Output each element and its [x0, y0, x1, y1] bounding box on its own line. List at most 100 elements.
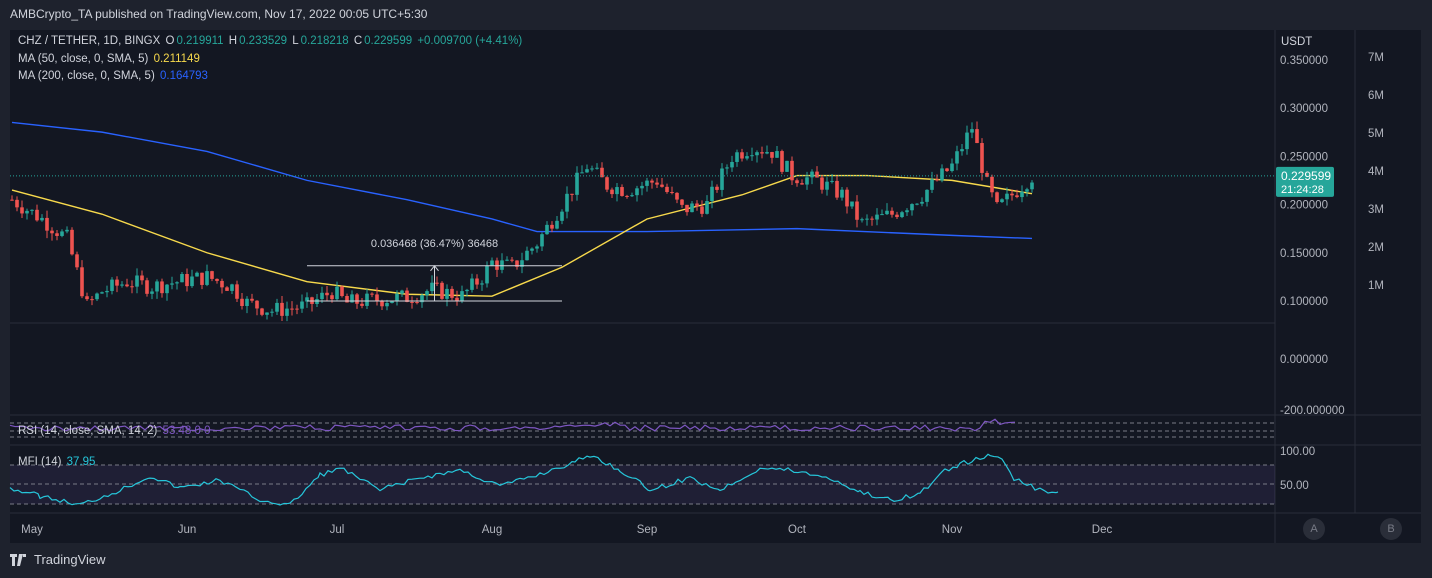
candle-body — [325, 292, 329, 296]
ma200-value: 0.164793 — [159, 70, 208, 82]
low-label: L — [292, 35, 299, 47]
candle-body — [150, 291, 154, 294]
candle-body — [550, 224, 554, 229]
measure-arrowhead — [430, 265, 439, 272]
candle-body — [805, 177, 809, 185]
candle-body — [70, 229, 74, 255]
candle-body — [860, 219, 864, 221]
candle-body — [925, 189, 929, 202]
candle-body — [305, 297, 309, 302]
candle-body — [650, 180, 654, 183]
candle-body — [610, 189, 614, 195]
candle-body — [450, 288, 454, 298]
candle-body — [965, 132, 969, 150]
candle-body — [775, 151, 779, 158]
candle-body — [155, 281, 159, 292]
candle-body — [335, 286, 339, 300]
candle-body — [575, 172, 579, 195]
candle-body — [975, 129, 979, 144]
candle-body — [765, 152, 769, 154]
candle-body — [55, 233, 59, 236]
volume-axis-tick: 5M — [1368, 128, 1384, 140]
candle-body — [295, 308, 299, 310]
ma200-legend: MA (200, close, 0, SMA, 5) 0.164793 — [18, 70, 210, 82]
candle-body — [920, 201, 924, 204]
b-button[interactable]: B — [1380, 518, 1402, 540]
candle-body — [875, 214, 879, 220]
price-axis-tick: 0.100000 — [1280, 296, 1328, 308]
volume-axis-tick: 1M — [1368, 280, 1384, 292]
price-axis-unit: USDT — [1281, 36, 1312, 48]
candle-body — [955, 151, 959, 164]
candle-body — [1020, 191, 1024, 198]
rsi-line — [9, 418, 1016, 432]
candle-body — [500, 260, 504, 270]
brand-name: TradingView — [34, 552, 106, 567]
candle-body — [600, 167, 604, 178]
high-label: H — [228, 35, 238, 47]
candle-body — [105, 290, 109, 293]
candle-body — [1005, 193, 1009, 200]
candle-body — [665, 186, 669, 193]
candle-body — [910, 204, 914, 211]
candle-body — [420, 295, 424, 303]
footer-bar — [0, 543, 1432, 578]
candle-body — [25, 210, 29, 214]
candle-body — [80, 267, 84, 297]
candle-body — [710, 186, 714, 202]
volume-axis-tick: 3M — [1368, 204, 1384, 216]
candle-body — [680, 199, 684, 205]
candle-body — [815, 171, 819, 178]
candle-body — [980, 143, 984, 173]
volume-axis-tick: 2M — [1368, 242, 1384, 254]
candle-body — [165, 284, 169, 294]
candle-body — [735, 152, 739, 162]
candle-body — [410, 301, 414, 303]
price-axis-tick: 0.200000 — [1280, 200, 1328, 212]
candle-body — [845, 189, 849, 207]
candle-body — [435, 282, 439, 284]
candle-body — [475, 278, 479, 285]
candle-body — [395, 293, 399, 302]
candle-body — [780, 151, 784, 172]
change-value: +0.009700 (+4.41%) — [417, 35, 523, 47]
candle-body — [785, 160, 789, 172]
candle-body — [715, 186, 719, 190]
candle-body — [170, 283, 174, 285]
tradingview-logo-icon — [10, 553, 26, 566]
candle-body — [880, 214, 884, 216]
auto-scale-button[interactable]: A — [1303, 518, 1325, 540]
candle-body — [340, 286, 344, 296]
candle-body — [265, 312, 269, 315]
mfi-line — [9, 453, 1059, 506]
price-axis-tick: 0.350000 — [1280, 55, 1328, 67]
candle-body — [885, 210, 889, 215]
current-price-tag — [1276, 166, 1334, 197]
chart-area[interactable] — [10, 30, 1421, 543]
symbol-label: CHZ / TETHER, 1D, BINGX — [18, 35, 161, 47]
candle-body — [635, 188, 639, 196]
mfi-legend: MFI (14) 37.95 — [18, 456, 97, 468]
time-axis-tick: Aug — [482, 524, 502, 536]
candle-body — [820, 177, 824, 190]
candle-body — [670, 192, 674, 194]
volume-axis-tick: 4M — [1368, 166, 1384, 178]
candle-body — [570, 193, 574, 195]
candle-body — [405, 290, 409, 302]
candle-body — [280, 302, 284, 316]
ma50-legend: MA (50, close, 0, SMA, 5) 0.211149 — [18, 53, 202, 65]
tradingview-logo[interactable]: TradingView — [10, 552, 106, 567]
candle-body — [30, 209, 34, 211]
candle-body — [560, 211, 564, 221]
candle-body — [185, 274, 189, 287]
candle-body — [160, 281, 164, 294]
candle-body — [235, 284, 239, 299]
candle-body — [490, 260, 494, 266]
candle-body — [455, 297, 459, 301]
candle-body — [1000, 199, 1004, 203]
candle-body — [750, 155, 754, 157]
candle-body — [135, 275, 139, 287]
candle-body — [1025, 189, 1029, 192]
candle-body — [985, 172, 989, 177]
